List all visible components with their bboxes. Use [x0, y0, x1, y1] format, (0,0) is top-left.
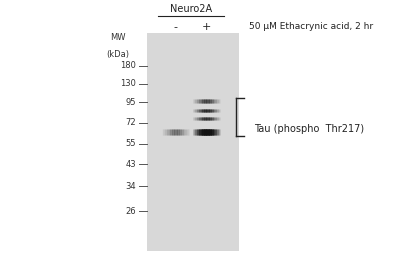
Text: -: -: [174, 22, 178, 32]
Text: 34: 34: [126, 182, 136, 191]
Text: 43: 43: [126, 160, 136, 169]
Text: 72: 72: [126, 118, 136, 127]
Text: 55: 55: [126, 139, 136, 148]
Text: 95: 95: [126, 98, 136, 107]
Text: Neuro2A: Neuro2A: [170, 4, 212, 14]
Text: 50 μM Ethacrynic acid, 2 hr: 50 μM Ethacrynic acid, 2 hr: [248, 22, 373, 31]
Text: (kDa): (kDa): [107, 50, 130, 59]
Text: 180: 180: [120, 61, 136, 70]
Text: MW: MW: [110, 33, 126, 42]
Text: 26: 26: [126, 206, 136, 216]
Text: Tau (phospho  Thr217): Tau (phospho Thr217): [254, 124, 364, 134]
Bar: [147, 33, 239, 251]
Text: 130: 130: [120, 79, 136, 88]
Text: +: +: [202, 22, 211, 32]
